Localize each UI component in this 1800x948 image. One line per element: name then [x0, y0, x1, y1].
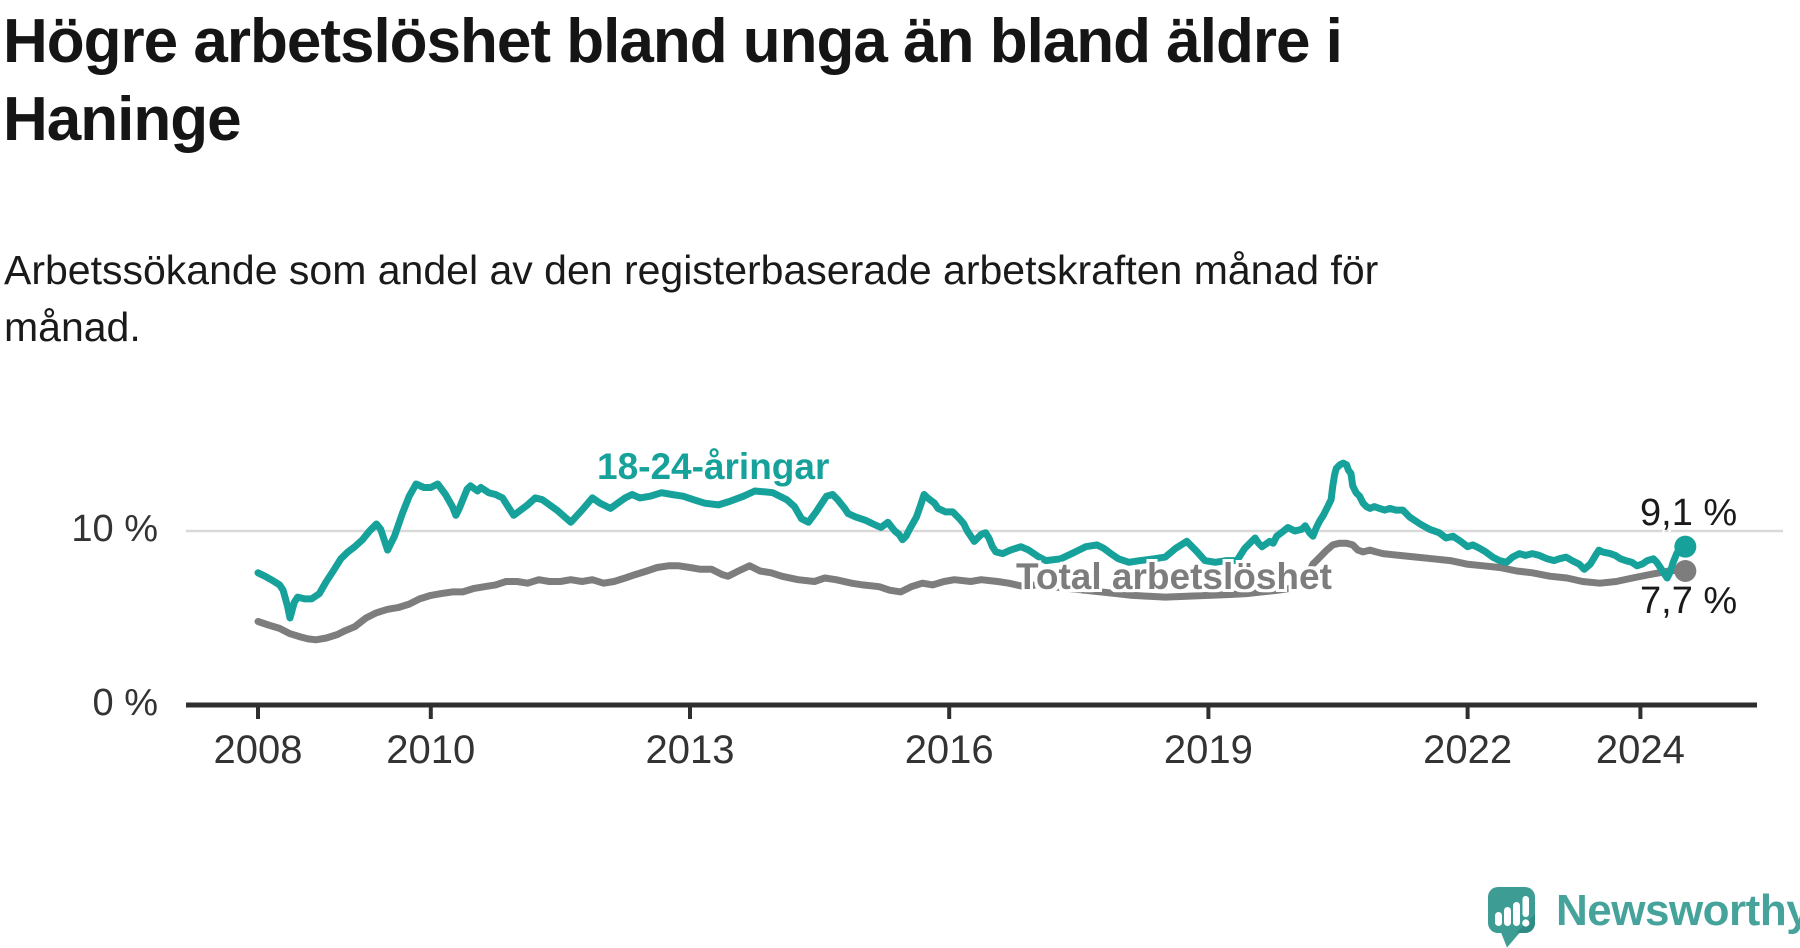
end-dot-18-24-ringar [1674, 535, 1697, 558]
x-axis-tick-label-2022: 2022 [1423, 728, 1513, 772]
chart-subtitle: Arbetssökande som andel av den registerb… [4, 242, 1504, 356]
newsworthy-logo: Newsworthy [1486, 884, 1800, 948]
series-label-18-24-aringar: 18-24-åringar [597, 446, 830, 487]
chart-subtitle-line1: Arbetssökande som andel av den registerb… [4, 247, 1379, 293]
newsworthy-bubble-chart-icon [1488, 887, 1535, 948]
x-axis-tick-label-2016: 2016 [904, 728, 994, 772]
chart-subtitle-line2: månad. [4, 304, 141, 350]
x-axis-tick-label-2019: 2019 [1163, 728, 1253, 772]
series-line-18-24-ringar [254, 459, 1689, 622]
x-axis-tick-label-2010: 2010 [386, 728, 476, 772]
x-axis-tick-label-2024: 2024 [1595, 728, 1685, 772]
y-axis-tick-label-0: 0 % [92, 682, 158, 724]
end-value-label-total: 7,7 % [1640, 580, 1738, 622]
series-line-total-arbetsl-shet [254, 539, 1689, 644]
end-value-label-young: 9,1 % [1640, 492, 1738, 534]
y-axis-tick-label-10: 10 % [71, 508, 158, 550]
chart-title-line2: Haninge [3, 85, 242, 154]
end-dot-total-arbetsl-shet [1674, 560, 1697, 583]
x-axis-tick-label-2008: 2008 [213, 728, 303, 772]
chart-title: Högre arbetslöshet bland unga än bland ä… [3, 3, 1463, 159]
x-axis-tick-label-2013: 2013 [645, 728, 735, 772]
chart-title-line1: Högre arbetslöshet bland unga än bland ä… [3, 7, 1343, 76]
series-label-total-arbetsloshet: Total arbetslöshet [1016, 556, 1332, 597]
brand-name: Newsworthy [1556, 886, 1800, 935]
